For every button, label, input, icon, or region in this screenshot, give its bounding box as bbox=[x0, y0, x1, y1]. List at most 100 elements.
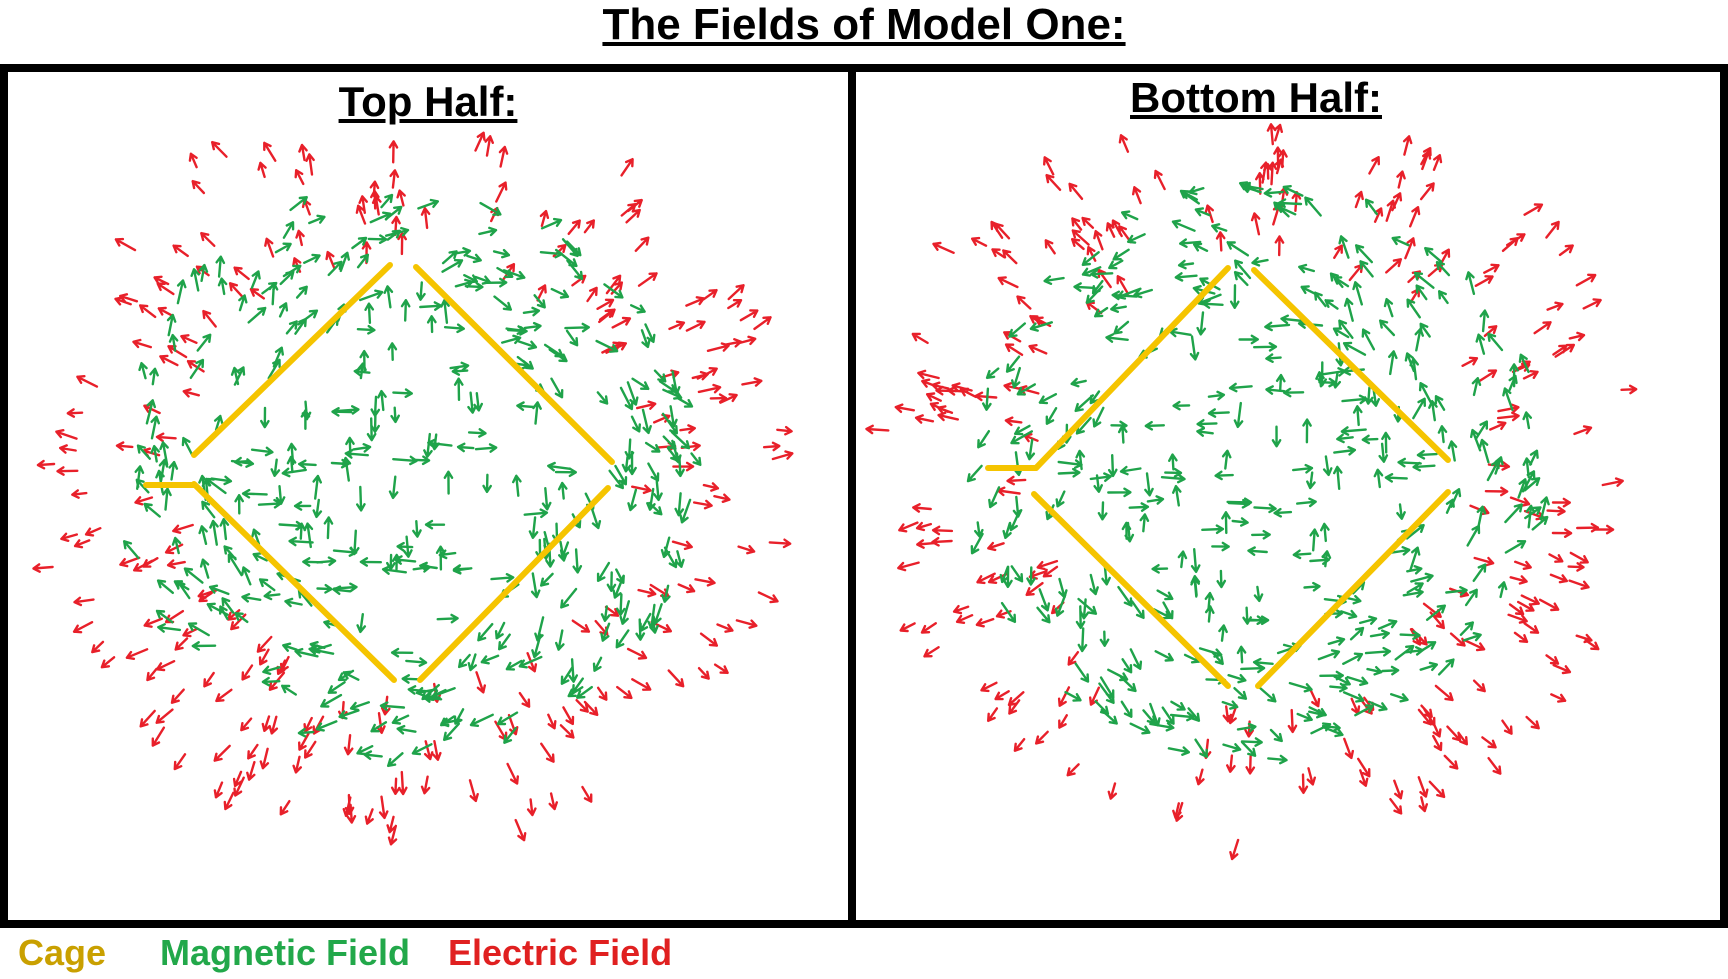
electric-field-arrow bbox=[151, 726, 166, 747]
magnetic-field-arrow bbox=[1478, 438, 1490, 464]
magnetic-field-arrow bbox=[1162, 601, 1174, 620]
magnetic-field-arrow bbox=[1504, 503, 1523, 524]
magnetic-field-arrow bbox=[646, 487, 656, 511]
magnetic-field-arrow bbox=[1221, 449, 1232, 470]
magnetic-field-arrow bbox=[1077, 627, 1088, 653]
magnetic-field-arrow bbox=[1149, 722, 1175, 732]
magnetic-field-arrow bbox=[576, 685, 593, 699]
electric-field-arrow bbox=[325, 250, 336, 270]
magnetic-field-arrow bbox=[1475, 333, 1486, 355]
electric-field-arrow bbox=[1298, 773, 1309, 794]
electric-field-arrow bbox=[667, 669, 685, 688]
magnetic-field-arrow bbox=[1107, 487, 1132, 498]
magnetic-field-arrow bbox=[1361, 434, 1379, 445]
electric-field-arrow bbox=[1389, 798, 1403, 815]
electric-field-arrow bbox=[241, 664, 254, 681]
magnetic-field-arrow bbox=[479, 201, 502, 216]
magnetic-field-arrow bbox=[390, 647, 414, 658]
magnetic-field-arrow bbox=[282, 642, 298, 652]
magnetic-field-arrow bbox=[1437, 658, 1455, 676]
electric-field-arrow bbox=[232, 770, 243, 788]
magnetic-field-arrow bbox=[359, 289, 384, 302]
electric-field-arrow bbox=[157, 306, 175, 318]
electric-field-arrow bbox=[73, 596, 95, 607]
bottom-half-panel: Bottom Half: bbox=[848, 64, 1728, 928]
magnetic-field-arrow bbox=[400, 299, 411, 322]
magnetic-field-arrow bbox=[383, 285, 394, 309]
magnetic-field-arrow bbox=[474, 275, 491, 285]
electric-field-arrow bbox=[1520, 594, 1540, 606]
electric-field-arrow bbox=[60, 532, 78, 542]
magnetic-field-arrow bbox=[555, 629, 565, 651]
magnetic-field-arrow bbox=[1045, 407, 1058, 425]
electric-field-arrow bbox=[980, 681, 998, 693]
electric-field-arrow bbox=[1172, 802, 1182, 819]
electric-field-arrow bbox=[911, 332, 929, 345]
magnetic-field-arrow bbox=[668, 405, 678, 428]
magnetic-field-arrow bbox=[396, 541, 414, 552]
magnetic-field-arrow bbox=[1303, 581, 1321, 592]
electric-field-arrow bbox=[1551, 528, 1573, 538]
magnetic-field-arrow bbox=[187, 622, 210, 637]
electric-field-arrow bbox=[376, 712, 386, 734]
electric-field-arrow bbox=[166, 559, 186, 569]
electric-field-arrow bbox=[923, 646, 940, 658]
magnetic-field-arrow bbox=[503, 726, 517, 744]
electric-field-arrow bbox=[119, 556, 141, 568]
magnetic-field-arrow bbox=[453, 377, 464, 401]
electric-field-arrow bbox=[1420, 704, 1433, 718]
magnetic-field-arrow bbox=[1222, 743, 1242, 753]
magnetic-field-arrow bbox=[363, 750, 383, 760]
magnetic-field-arrow bbox=[1119, 465, 1142, 476]
magnetic-field-arrow bbox=[1124, 521, 1135, 543]
magnetic-field-arrow bbox=[285, 320, 298, 335]
magnetic-field-arrow bbox=[1128, 502, 1150, 512]
magnetic-field-arrow bbox=[467, 391, 477, 414]
electric-field-arrow bbox=[741, 377, 763, 387]
magnetic-field-arrow bbox=[1265, 353, 1282, 363]
electric-field-arrow bbox=[1463, 639, 1486, 652]
magnetic-field-arrow bbox=[332, 547, 358, 557]
electric-field-arrow bbox=[1525, 715, 1540, 730]
magnetic-field-arrow bbox=[345, 436, 355, 457]
magnetic-field-arrow bbox=[123, 540, 140, 560]
magnetic-field-arrow bbox=[661, 584, 671, 603]
magnetic-field-arrow bbox=[1010, 430, 1033, 445]
electric-field-arrow bbox=[159, 354, 179, 367]
bottom-half-field-diagram bbox=[865, 123, 1638, 861]
magnetic-field-arrow bbox=[270, 458, 281, 477]
magnetic-field-arrow bbox=[1404, 352, 1415, 373]
magnetic-field-arrow bbox=[1121, 658, 1133, 674]
magnetic-field-arrow bbox=[592, 656, 603, 672]
magnetic-field-arrow bbox=[478, 226, 498, 237]
electric-field-arrow bbox=[1006, 475, 1027, 486]
magnetic-field-arrow bbox=[1352, 405, 1363, 427]
magnetic-field-arrow bbox=[1321, 550, 1332, 568]
electric-field-arrow bbox=[1008, 699, 1021, 715]
electric-field-arrow bbox=[202, 309, 217, 328]
magnetic-field-arrow bbox=[234, 612, 249, 624]
electric-field-arrow bbox=[1522, 370, 1539, 380]
electric-field-arrow bbox=[355, 204, 367, 225]
magnetic-field-arrow bbox=[1131, 600, 1145, 619]
magnetic-field-arrow bbox=[1524, 506, 1542, 520]
electric-field-arrow bbox=[294, 169, 305, 186]
magnetic-field-arrow bbox=[1194, 207, 1211, 217]
magnetic-field-arrow bbox=[1340, 426, 1367, 436]
electric-field-arrow bbox=[1484, 486, 1509, 497]
electric-field-arrow bbox=[1575, 273, 1597, 287]
magnetic-field-arrow bbox=[1014, 424, 1031, 436]
magnetic-field-arrow bbox=[1317, 649, 1341, 661]
magnetic-field-arrow bbox=[1409, 546, 1421, 572]
magnetic-field-arrow bbox=[1381, 665, 1400, 676]
magnetic-field-arrow bbox=[1359, 615, 1378, 625]
electric-field-arrow bbox=[920, 622, 937, 634]
magnetic-field-arrow bbox=[502, 269, 526, 281]
magnetic-field-arrow bbox=[492, 248, 511, 259]
electric-field-arrow bbox=[1107, 782, 1118, 800]
magnetic-field-arrow bbox=[1239, 181, 1260, 193]
magnetic-field-arrow bbox=[1193, 242, 1209, 252]
magnetic-field-arrow bbox=[199, 558, 210, 579]
magnetic-field-arrow bbox=[1177, 550, 1188, 569]
electric-field-arrow bbox=[304, 740, 317, 759]
